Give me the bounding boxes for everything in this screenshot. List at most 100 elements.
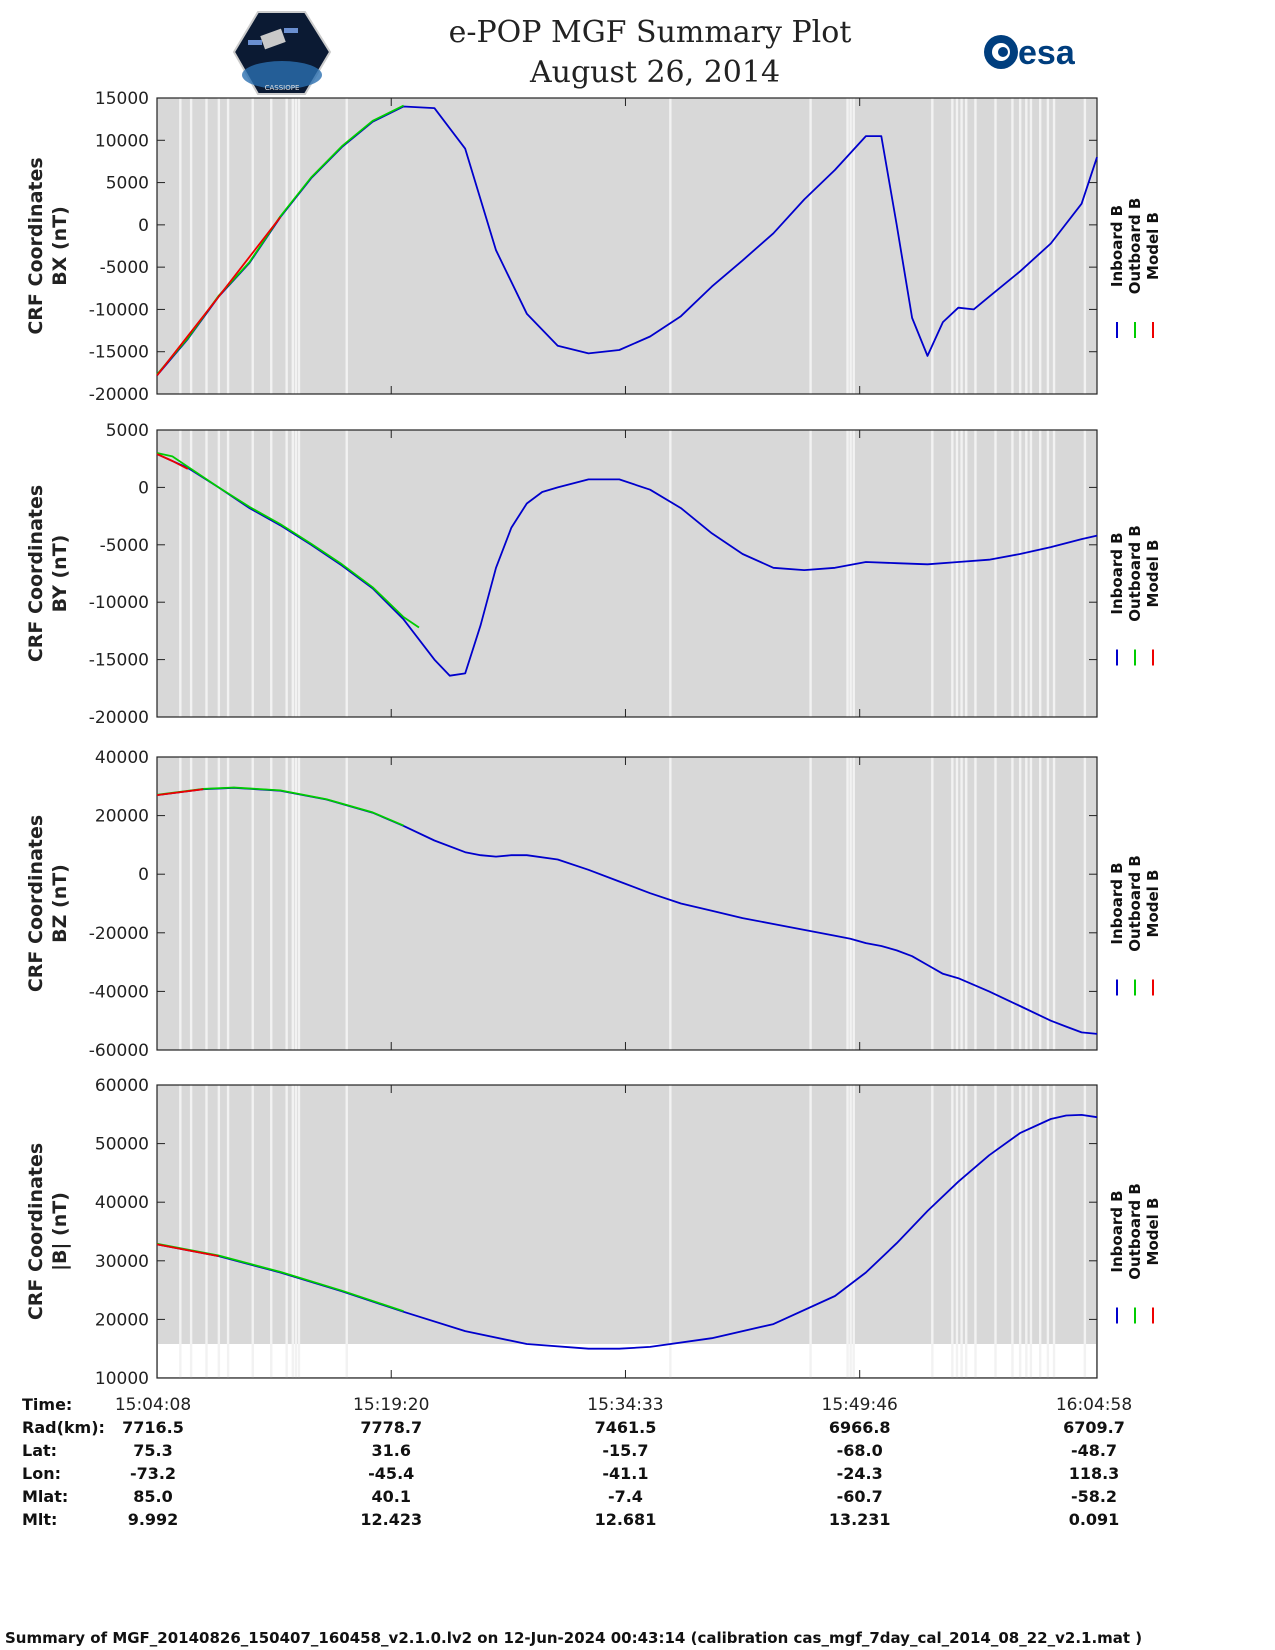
data-gap-stripe [955, 430, 959, 717]
y-tick-label: -10000 [89, 593, 149, 613]
orbit-table-row: Time: 15:04:08 15:19:20 15:34:33 15:49:46 16:… [22, 1395, 1132, 1415]
y-tick-label: -20000 [89, 708, 149, 728]
y-tick-label: -40000 [89, 982, 149, 1002]
esa-logo: esa [984, 34, 1076, 72]
data-gap-stripe [270, 1085, 273, 1378]
data-gap-stripe [809, 1085, 812, 1378]
data-gap-stripe [217, 757, 221, 1050]
data-gap-stripe [809, 757, 812, 1050]
data-gap-stripe [965, 757, 968, 1050]
data-gap-stripe [297, 1085, 301, 1378]
plot-frame [156, 1084, 1098, 1379]
data-gap-stripe [217, 98, 221, 394]
data-gap-stripe [1029, 1085, 1033, 1378]
data-gap-stripe [931, 430, 934, 717]
series-line-inboard-b [156, 453, 1098, 677]
y-tick-label: 10000 [95, 1369, 149, 1389]
data-gap-stripe [345, 757, 348, 1050]
y-tick-label: -5000 [100, 536, 149, 556]
orbit-table-row-label: Rad(km): [22, 1418, 105, 1437]
data-gap-stripe [1083, 430, 1087, 717]
data-gap-stripe [270, 430, 273, 717]
orbit-table-cell: -24.3 [837, 1464, 883, 1483]
plot-background [157, 98, 1097, 394]
data-gap-stripe [1029, 430, 1033, 717]
data-gap-stripe [1018, 1085, 1022, 1378]
data-gap-stripe [345, 98, 348, 394]
data-gap-stripe [849, 757, 852, 1050]
orbit-table-cell: 12.681 [595, 1510, 657, 1529]
orbit-table-cell: 85.0 [133, 1487, 172, 1506]
y-axis-label-line-2: |B| (nT) [49, 1192, 71, 1271]
orbit-table-cell: 75.3 [133, 1441, 172, 1460]
orbit-table-cell: -68.0 [837, 1441, 883, 1460]
orbit-table-cell: -15.7 [602, 1441, 648, 1460]
title-line-2: August 26, 2014 [529, 55, 780, 90]
data-gap-stripe [1052, 757, 1056, 1050]
data-gap-stripe [965, 430, 968, 717]
orbit-table-cell: 0.091 [1069, 1510, 1120, 1529]
y-axis-label-line-1: CRF Coordinates [25, 157, 47, 334]
data-gap-stripe [251, 1085, 254, 1378]
data-gap-stripe [955, 1085, 959, 1378]
data-gap-stripe [974, 98, 977, 394]
y-axis-label-line-2: BZ (nT) [49, 864, 71, 943]
data-gap-stripe [1029, 757, 1033, 1050]
data-gap-stripe [669, 98, 672, 394]
orbit-table-row-label: Mlt: [22, 1510, 57, 1529]
data-gap-stripe [291, 98, 295, 394]
legend-label: Outboard B [1126, 1183, 1144, 1280]
y-tick-label: -10000 [89, 300, 149, 320]
y-axis-label-line-1: CRF Coordinates [25, 815, 47, 992]
data-gap-stripe [270, 757, 273, 1050]
y-axis-label-line-1: CRF Coordinates [25, 1143, 47, 1320]
data-gap-stripe [294, 1085, 298, 1378]
data-gap-stripe [849, 1085, 852, 1378]
data-gap-stripe [951, 98, 954, 394]
legend-label: Outboard B [1126, 525, 1144, 622]
data-gap-stripe [291, 757, 295, 1050]
data-gap-stripe [1011, 98, 1014, 394]
orbit-table-cell: -41.1 [602, 1464, 648, 1483]
plot-panels: 150001000050000-5000-10000-15000-20000CR… [25, 89, 1162, 1389]
data-gap-stripe [179, 1085, 182, 1378]
y-tick-label: 60000 [95, 1076, 149, 1096]
data-gap-stripe [994, 430, 997, 717]
data-gap-stripe [285, 757, 288, 1050]
orbit-table-cell: -48.7 [1071, 1441, 1117, 1460]
data-gap-stripe [931, 98, 934, 394]
orbit-table-cell: 15:19:20 [353, 1395, 429, 1415]
data-gap-stripe [849, 98, 852, 394]
y-axis-label-line-2: BY (nT) [49, 535, 71, 613]
data-gap-stripe [189, 430, 193, 717]
data-gap-stripe [294, 757, 298, 1050]
data-gap-stripe [852, 757, 855, 1050]
data-gap-stripe [297, 757, 301, 1050]
legend-label: Outboard B [1126, 198, 1144, 295]
data-gap-stripe [994, 1085, 997, 1378]
data-gap-stripe [951, 1085, 954, 1378]
orbit-table-row-label: Lon: [22, 1464, 61, 1483]
orbit-table-cell: 15:34:33 [587, 1395, 663, 1415]
orbit-table-cell: 12.423 [360, 1510, 422, 1529]
panel-2: 5000 0 -5000 -10000 -15000 -20000 CRF Coordina… [25, 421, 1162, 728]
y-tick-label: -5000 [100, 258, 149, 278]
data-gap-stripe [294, 430, 298, 717]
plot-background [157, 757, 1097, 1050]
data-gap-stripe [285, 430, 288, 717]
data-gap-stripe [1083, 98, 1087, 394]
data-gap-stripe [251, 430, 254, 717]
orbit-table-cell: 13.231 [829, 1510, 891, 1529]
orbit-table-cell: 40.1 [371, 1487, 410, 1506]
data-gap-stripe [1038, 430, 1042, 717]
y-tick-label: -15000 [89, 651, 149, 671]
data-gap-stripe [251, 757, 254, 1050]
y-tick-label: 0 [138, 216, 149, 236]
data-gap-stripe [1052, 98, 1056, 394]
orbit-table-row: Lat: 75.3 31.6 -15.7 -68.0 -48.7 [22, 1441, 1117, 1460]
orbit-table-cell: 15:49:46 [822, 1395, 898, 1415]
data-gap-stripe [226, 757, 230, 1050]
orbit-table-cell: -60.7 [837, 1487, 883, 1506]
data-gap-stripe [931, 1085, 934, 1378]
data-gap-stripe [285, 98, 288, 394]
